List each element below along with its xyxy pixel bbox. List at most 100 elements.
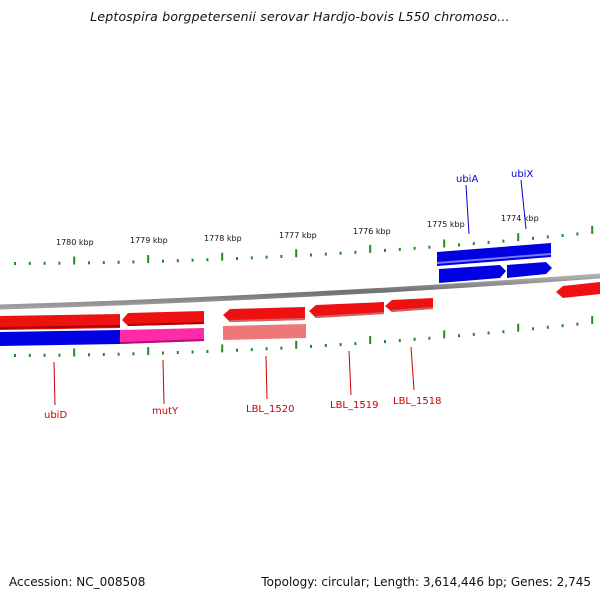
major-tick (369, 336, 372, 345)
gene-labels: ubiA ubiX ubiD mutY LBL_1520 LBL_1519 LB… (44, 169, 533, 421)
label-connectors (53, 179, 527, 406)
gene-right-edge[interactable] (556, 282, 600, 298)
minor-tick (413, 337, 416, 341)
major-tick (591, 316, 594, 324)
minor-tick (472, 242, 475, 246)
gene-label-ubiD: ubiD (44, 410, 67, 421)
tick-row-inner (14, 316, 594, 357)
minor-tick (428, 336, 431, 340)
tick-row-outer (14, 225, 594, 265)
minor-tick (398, 247, 401, 251)
tick-label-1774: 1774 kbp (501, 214, 539, 223)
gene-label-LBL-1520: LBL_1520 (246, 404, 294, 415)
gene-label-LBL-1519: LBL_1519 (330, 400, 378, 411)
minor-tick (265, 347, 268, 351)
minor-tick (487, 331, 490, 335)
minor-tick (324, 252, 327, 256)
major-tick (517, 323, 520, 332)
major-tick (295, 249, 298, 258)
major-tick (443, 330, 446, 339)
gene-LBL-1520-faded[interactable] (223, 324, 306, 340)
inner-gene-track (0, 324, 306, 346)
minor-tick (398, 339, 401, 342)
minor-tick (339, 343, 342, 347)
minor-tick (28, 261, 31, 265)
major-tick (221, 252, 224, 261)
reverse-gene-track (0, 282, 600, 330)
map-title: Leptospira borgpetersenii serovar Hardjo… (90, 9, 510, 24)
minor-tick (206, 350, 209, 353)
minor-tick (265, 255, 268, 259)
topology-text: Topology: circular; Length: 3,614,446 bp… (261, 575, 591, 589)
tick-labels: 1780 kbp 1779 kbp 1778 kbp 1777 kbp 1776… (56, 214, 539, 247)
minor-tick (561, 324, 564, 328)
minor-tick (339, 251, 342, 255)
major-tick (369, 244, 372, 253)
major-tick (147, 255, 150, 264)
minor-tick (236, 348, 238, 352)
minor-tick (14, 354, 16, 357)
major-tick (73, 348, 76, 357)
major-tick (73, 256, 76, 265)
tick-label-1780: 1780 kbp (56, 238, 94, 247)
minor-tick (502, 330, 505, 334)
minor-tick (324, 344, 327, 347)
minor-tick (458, 334, 460, 338)
gene-label-mutY: mutY (152, 406, 179, 417)
major-tick (221, 344, 224, 353)
tick-label-1777: 1777 kbp (279, 231, 317, 240)
minor-tick (28, 353, 31, 357)
minor-tick (176, 351, 179, 354)
accession-text: Accession: NC_008508 (9, 575, 146, 589)
major-tick (517, 233, 520, 242)
minor-tick (384, 340, 386, 344)
minor-tick (58, 261, 61, 265)
minor-tick (58, 353, 61, 357)
minor-tick (191, 350, 194, 354)
minor-tick (354, 342, 357, 346)
forward-gene-track (436, 243, 552, 283)
tick-label-1775: 1775 kbp (427, 220, 465, 229)
minor-tick (502, 239, 505, 243)
minor-tick (576, 232, 579, 236)
minor-tick (162, 259, 164, 263)
gene-ubiX-arrow[interactable] (439, 265, 506, 283)
tick-label-1776: 1776 kbp (353, 227, 391, 236)
gene-label-ubiA: ubiA (456, 174, 478, 185)
minor-tick (428, 245, 431, 249)
gene-LBL-1520[interactable] (223, 307, 305, 322)
major-tick (295, 340, 298, 349)
gene-ubiX-b[interactable] (507, 262, 552, 278)
minor-tick (162, 351, 164, 355)
minor-tick (384, 248, 386, 252)
tick-label-1779: 1779 kbp (130, 236, 168, 245)
minor-tick (546, 235, 549, 239)
tick-label-1778: 1778 kbp (204, 234, 242, 243)
minor-tick (132, 352, 135, 356)
minor-tick (250, 256, 253, 260)
minor-tick (576, 322, 579, 326)
gene-label-ubiX: ubiX (511, 169, 533, 180)
chromosome-backbone (0, 273, 600, 310)
minor-tick (250, 348, 253, 352)
gene-ubiD-blue[interactable] (0, 330, 120, 346)
minor-tick (102, 353, 105, 356)
minor-tick (561, 234, 564, 237)
minor-tick (458, 243, 460, 247)
minor-tick (206, 258, 209, 262)
minor-tick (117, 352, 120, 356)
minor-tick (43, 353, 46, 357)
major-tick (443, 239, 446, 248)
major-tick (591, 225, 594, 234)
minor-tick (532, 327, 534, 331)
minor-tick (117, 260, 120, 264)
minor-tick (14, 262, 16, 265)
minor-tick (43, 261, 46, 265)
gene-mutY-red[interactable] (122, 311, 204, 326)
minor-tick (472, 332, 475, 336)
minor-tick (310, 344, 312, 348)
minor-tick (413, 246, 416, 250)
minor-tick (88, 353, 90, 357)
minor-tick (280, 255, 283, 258)
